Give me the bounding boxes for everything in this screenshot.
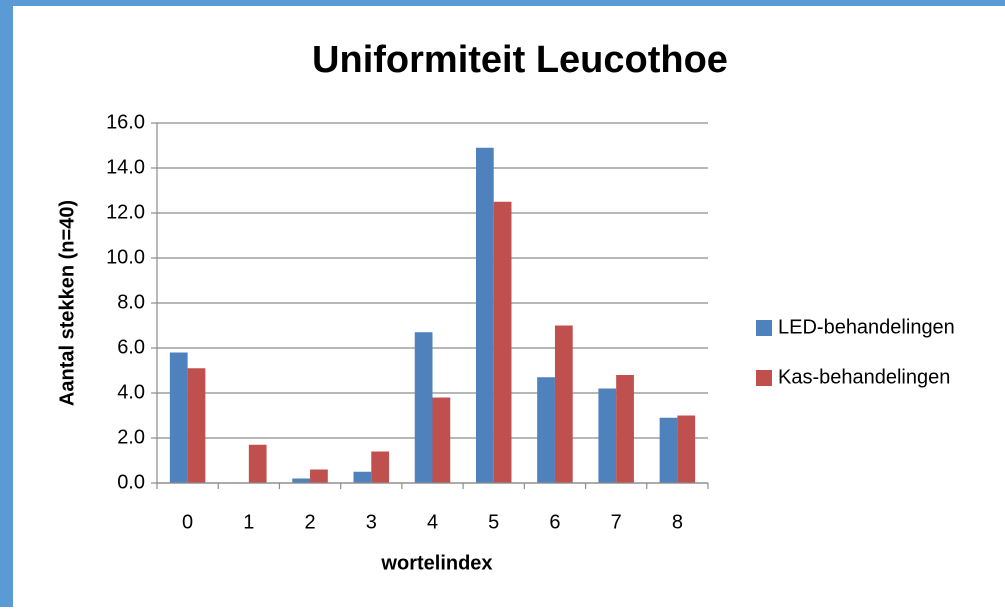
- y-tick-label: 0.0: [117, 471, 145, 493]
- x-tick-label: 2: [304, 511, 315, 533]
- y-tick-label: 8.0: [117, 291, 145, 313]
- bar: [537, 377, 555, 483]
- y-tick-label: 14.0: [106, 156, 145, 178]
- x-tick-label: 0: [182, 511, 193, 533]
- x-tick-label: 8: [672, 511, 683, 533]
- bar: [493, 201, 512, 483]
- bar: [616, 375, 634, 483]
- legend-label: LED-behandelingen: [778, 316, 955, 338]
- bar: [371, 451, 390, 483]
- y-tick-label: 6.0: [117, 336, 145, 358]
- x-tick-label: 7: [611, 511, 622, 533]
- bar: [248, 444, 267, 483]
- legend-swatch: [756, 370, 772, 386]
- y-tick-label: 2.0: [117, 426, 145, 448]
- y-tick-label: 12.0: [106, 201, 145, 223]
- bar: [310, 469, 328, 483]
- x-tick-label: 3: [366, 511, 377, 533]
- x-tick-label: 5: [488, 511, 499, 533]
- legend-label: Kas-behandelingen: [778, 366, 950, 388]
- x-tick-label: 4: [427, 511, 438, 533]
- y-tick-label: 16.0: [106, 111, 145, 133]
- legend-swatch: [756, 320, 772, 336]
- x-axis-label: wortelindex: [380, 552, 492, 574]
- bar: [598, 388, 617, 483]
- bar: [169, 352, 188, 483]
- y-axis-label: Aantal stekken (n=40): [56, 200, 78, 406]
- bar: [475, 147, 494, 483]
- bar: [414, 332, 433, 483]
- x-tick-label: 6: [549, 511, 560, 533]
- bar: [432, 397, 451, 483]
- bar: [292, 478, 311, 483]
- chart-title: Uniformiteit Leucothoe: [312, 39, 728, 81]
- bar: [353, 471, 372, 483]
- y-tick-label: 10.0: [106, 246, 145, 268]
- bar: [187, 368, 206, 483]
- x-tick-label: 1: [243, 511, 254, 533]
- bar: [677, 415, 696, 483]
- y-tick-label: 4.0: [117, 381, 145, 403]
- bar: [554, 325, 573, 483]
- bar: [659, 417, 678, 483]
